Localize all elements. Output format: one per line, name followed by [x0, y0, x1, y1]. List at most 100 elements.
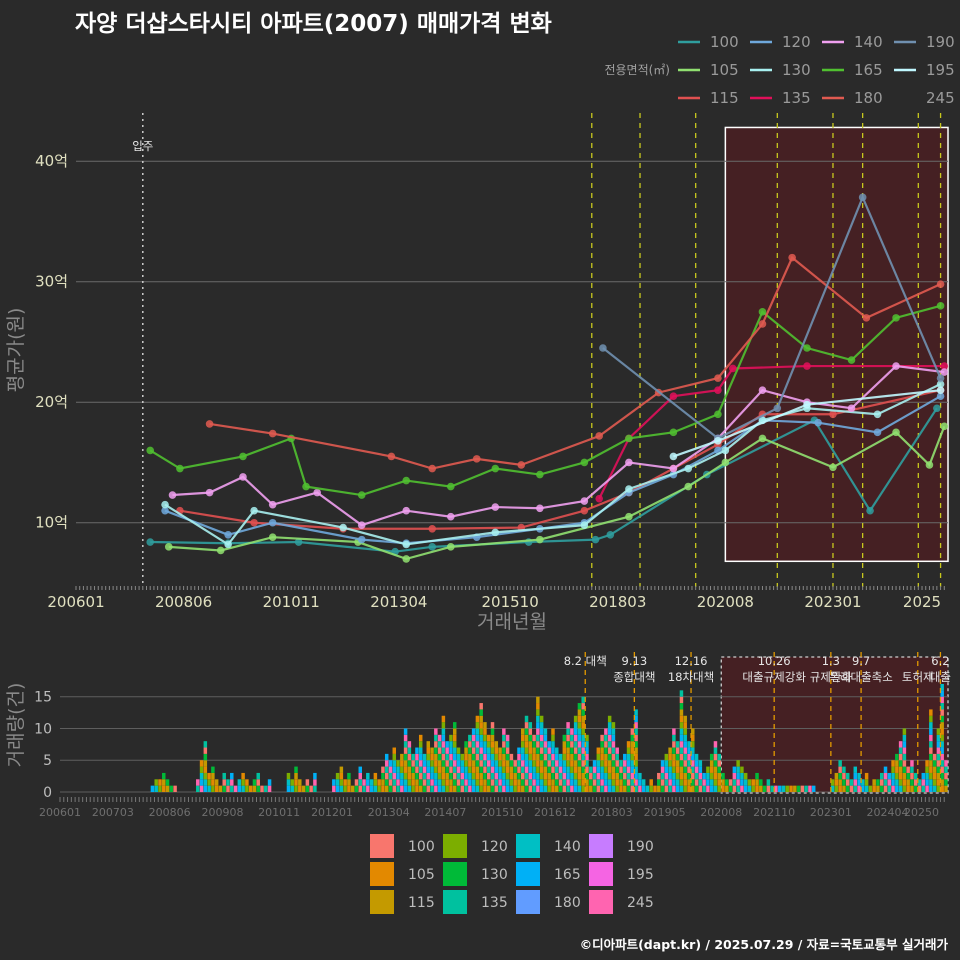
bar-segment — [732, 766, 737, 773]
bar-segment — [675, 766, 680, 773]
bar-segment — [732, 785, 737, 792]
bar-segment — [456, 766, 461, 773]
bar-segment — [607, 785, 612, 792]
bar-segment — [940, 722, 944, 729]
bar-x-tick-label: 201803 — [591, 806, 633, 819]
bar-segment — [600, 747, 604, 754]
bar-segment — [505, 760, 510, 767]
bar-segment — [664, 779, 669, 786]
bar-segment — [418, 766, 423, 773]
bar-segment — [883, 779, 888, 786]
data-point — [936, 280, 945, 288]
bar-month — [558, 753, 563, 792]
bar-segment — [672, 785, 676, 792]
bar-month — [876, 779, 880, 792]
bar-segment — [339, 772, 344, 780]
bar-segment — [551, 734, 555, 742]
bar-segment — [415, 772, 419, 780]
bar-segment — [547, 741, 551, 748]
bar-segment — [694, 772, 699, 780]
bar-month — [158, 779, 162, 792]
bar-segment — [230, 779, 234, 786]
bar-segment — [486, 766, 491, 773]
bar-segment — [891, 779, 895, 786]
bar-month — [396, 760, 400, 792]
bar-segment — [551, 741, 555, 748]
bar-segment — [528, 753, 533, 761]
bar-segment — [687, 779, 691, 786]
bar-segment — [842, 766, 846, 773]
data-point — [873, 428, 882, 437]
bar-segment — [936, 785, 941, 792]
bar-segment — [358, 779, 362, 786]
bar-x-tick-label: 200703 — [92, 806, 134, 819]
bar-segment — [256, 785, 260, 792]
bar-segment — [876, 785, 880, 792]
bar-segment — [471, 760, 476, 767]
bar-segment — [486, 772, 491, 780]
bar-segment — [687, 753, 691, 761]
bar-segment — [577, 734, 582, 742]
bar-segment — [615, 753, 619, 761]
bar-segment — [694, 760, 699, 767]
bar-segment — [698, 779, 703, 786]
bar-segment — [879, 785, 884, 792]
bar-segment — [452, 747, 457, 754]
bar-month — [785, 785, 789, 792]
bar-segment — [607, 760, 612, 767]
bar-month — [766, 779, 771, 792]
bar-segment — [902, 760, 907, 767]
bar-segment — [717, 772, 721, 780]
bar-segment — [388, 772, 393, 780]
bar-segment — [573, 753, 578, 761]
bar-segment — [426, 772, 431, 780]
bar-segment — [838, 779, 842, 786]
bar-segment — [940, 747, 944, 754]
data-point — [803, 400, 811, 409]
bar-segment — [411, 760, 415, 767]
chart-title: 자양 더샵스타시티 아파트(2007) 매매가격 변화 — [75, 11, 552, 37]
bar-segment — [573, 741, 578, 748]
bar-segment — [679, 734, 684, 742]
bar-segment — [921, 779, 926, 786]
bar-segment — [384, 753, 389, 761]
bar-segment — [449, 772, 453, 780]
bar-segment — [471, 766, 476, 773]
bar-segment — [532, 734, 536, 742]
bar-segment — [400, 753, 404, 761]
policy-name-label: 특례대출축소 — [829, 670, 892, 684]
bar-segment — [604, 766, 608, 773]
bar-segment — [536, 760, 540, 767]
bar-month — [838, 760, 842, 792]
bar-month — [691, 728, 695, 792]
data-point — [472, 455, 481, 463]
bar-segment — [547, 753, 551, 761]
bar-segment — [441, 722, 446, 729]
bar-segment — [547, 747, 551, 754]
bar-segment — [672, 734, 676, 742]
bar-segment — [445, 747, 449, 754]
bar-segment — [747, 779, 752, 786]
bar-segment — [524, 779, 529, 786]
legend-label-115: 115 — [710, 89, 739, 107]
bar-segment — [581, 696, 585, 704]
bar-segment — [483, 772, 487, 780]
bar-month — [623, 753, 627, 792]
bar-segment — [214, 785, 219, 792]
bar-segment — [555, 747, 559, 754]
bar-segment — [539, 747, 544, 754]
bar-segment — [536, 753, 540, 761]
bar-segment — [441, 741, 446, 748]
bar-segment — [581, 753, 585, 761]
bar-segment — [162, 772, 166, 780]
bar-segment — [407, 760, 412, 767]
bar-segment — [245, 785, 249, 792]
bar-month — [207, 772, 211, 792]
bar-segment — [358, 785, 362, 792]
bar-segment — [494, 785, 499, 792]
bar-segment — [683, 741, 687, 748]
bar-segment — [940, 760, 944, 767]
bar-segment — [660, 779, 665, 786]
policy-date-label: 8.2 대책 — [564, 654, 607, 668]
bar-segment — [158, 779, 162, 786]
